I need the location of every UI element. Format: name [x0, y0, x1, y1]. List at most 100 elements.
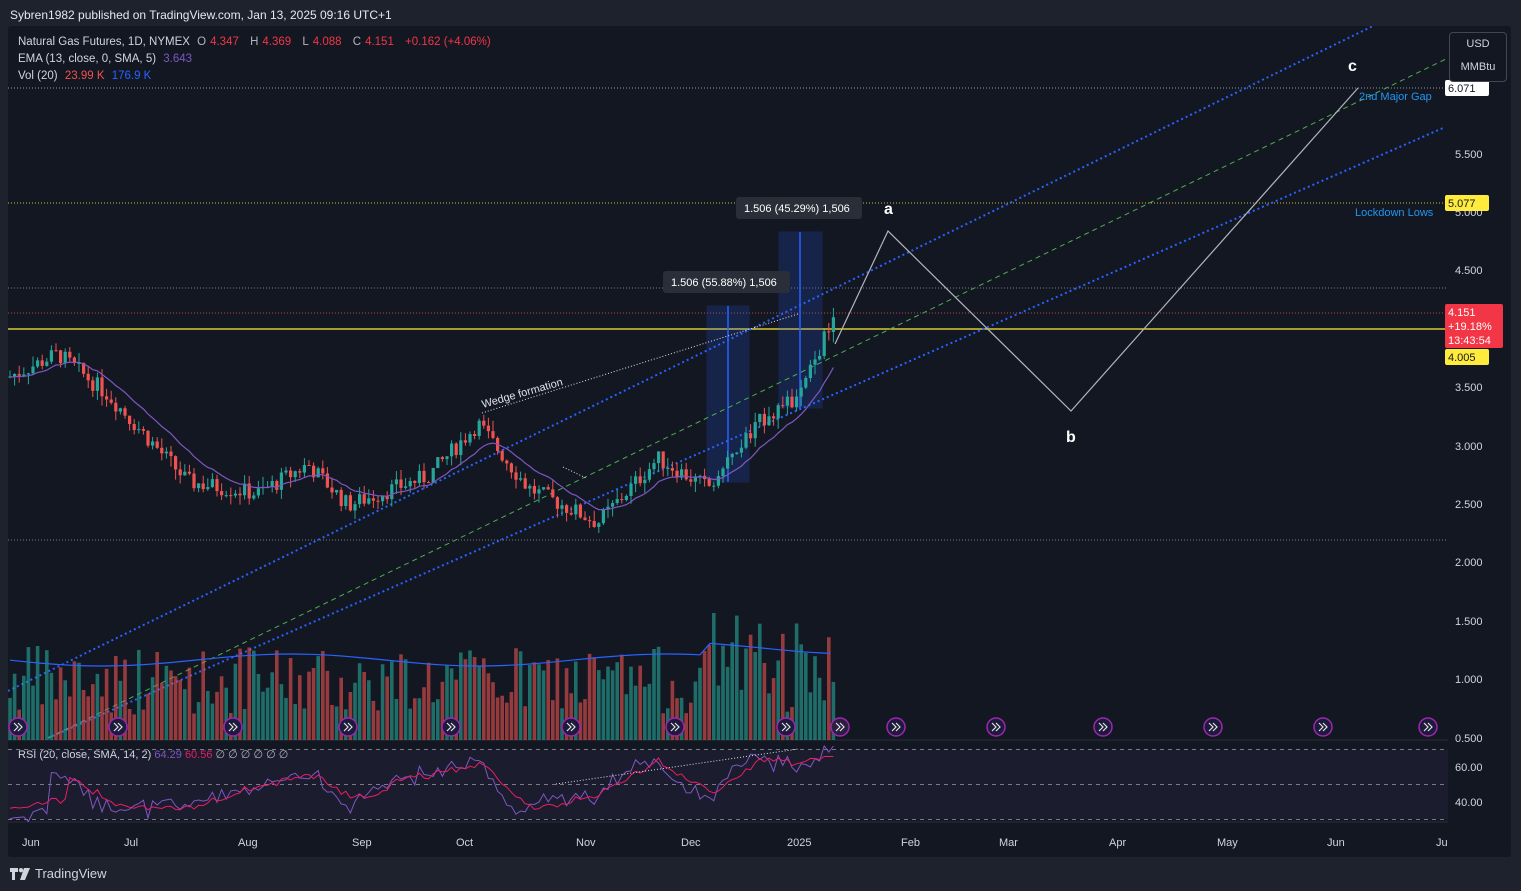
volume-bar [169, 670, 173, 740]
volume-bar [77, 662, 81, 740]
candle-body [164, 451, 168, 454]
volume-bar [739, 689, 744, 740]
candle-body [555, 497, 559, 509]
currency-label[interactable]: USD [1466, 38, 1490, 50]
candle-body [325, 473, 329, 488]
candle-body [284, 470, 288, 473]
chart-area[interactable]: 5.500 5.000 4.500 3.500 3.000 2.500 2.000 1.500… [8, 26, 1511, 857]
volume-bar [173, 676, 178, 740]
wedge-label: Wedge formation [481, 376, 565, 411]
time-axis-label: Sep [352, 837, 372, 849]
arrow-icon [670, 722, 680, 732]
tradingview-logo[interactable]: TradingView [10, 866, 107, 881]
wedge-line [481, 313, 799, 414]
candle-body [367, 498, 371, 504]
volume-bar [334, 706, 339, 740]
candle-body [818, 356, 822, 360]
session-event-icon[interactable] [223, 717, 243, 737]
price-chart[interactable]: 5.5005.0004.5003.5003.0002.5002.0001.500… [8, 26, 1511, 857]
volume-bar [610, 670, 615, 740]
candle-body [72, 357, 76, 363]
session-event-icon[interactable] [441, 717, 461, 737]
candle-body [45, 361, 49, 366]
time-axis-label: Oct [456, 837, 473, 849]
volume-bar [583, 699, 587, 740]
volume-bar [298, 675, 302, 740]
rsi-label[interactable]: RSI (20, close, SMA, 14, 2) [18, 749, 152, 761]
session-event-icon[interactable] [561, 717, 581, 737]
candle-body [238, 493, 242, 496]
volume-bar [127, 708, 132, 740]
candle-body [716, 476, 720, 486]
session-event-icon[interactable] [986, 717, 1006, 737]
candle-body [532, 485, 536, 494]
price-axis-label: 0.500 [1455, 733, 1483, 745]
volume-bar [238, 648, 242, 740]
candle-body [620, 499, 624, 501]
session-event-icon[interactable] [338, 717, 358, 737]
candle-body [413, 480, 417, 483]
volume-bar [652, 648, 656, 740]
volume-bar [730, 642, 734, 740]
symbol-title[interactable]: Natural Gas Futures, 1D, NYMEX [18, 36, 190, 48]
candle-body [785, 396, 789, 406]
session-event-icon[interactable] [1093, 717, 1113, 737]
wave-projection-line [834, 87, 1359, 412]
volume-bar [270, 672, 274, 740]
annotations: 2nd Major Gap Lockdown Lows 1.506 (45.29%)… [481, 58, 1434, 446]
arrow-icon [835, 722, 845, 732]
session-event-icon[interactable] [1203, 717, 1223, 737]
arrow-icon [228, 722, 238, 732]
candle-body [151, 441, 155, 446]
candle-body [353, 504, 357, 511]
volume-bar [275, 650, 279, 740]
session-event-icon[interactable] [1418, 717, 1438, 737]
volume-bar [12, 673, 17, 740]
volume-bar [624, 694, 629, 740]
volume-bar [22, 675, 26, 740]
ema-label[interactable]: EMA (13, close, 0, SMA, 5) [18, 53, 157, 65]
time-axis-label: Apr [1109, 837, 1126, 849]
candle-body [707, 479, 711, 486]
session-event-icon[interactable] [886, 717, 906, 737]
volume-bar [781, 633, 785, 740]
volume-bar [201, 651, 205, 740]
session-event-icon[interactable] [665, 717, 685, 737]
candle-body [394, 479, 398, 485]
volume-bar [394, 698, 399, 740]
volume-label[interactable]: Vol (20) [18, 70, 58, 82]
candle-body [721, 468, 725, 477]
wave-label-a: a [884, 201, 893, 218]
candle-body [17, 373, 21, 376]
session-event-icon[interactable] [8, 717, 28, 737]
volume-bar [288, 657, 293, 740]
volume-bar [123, 659, 127, 740]
volume-bar [495, 697, 500, 740]
volume-bar [477, 665, 481, 740]
candle-body [293, 471, 297, 478]
candle-body [450, 443, 454, 457]
session-event-icon[interactable] [108, 717, 128, 737]
candle-body [77, 362, 81, 364]
dividend-event-icon[interactable] [830, 717, 850, 737]
price-badge-4005-bg [1445, 349, 1489, 365]
volume-bar [242, 708, 247, 740]
volume-bar [206, 690, 210, 740]
volume-bar [8, 697, 12, 740]
arrow-icon [566, 722, 576, 732]
candle-body [312, 465, 316, 478]
unit-label[interactable]: MMBtu [1460, 61, 1496, 73]
rsi-axis-label: 60.00 [1455, 762, 1483, 774]
volume-bar [670, 680, 675, 740]
session-event-icon[interactable] [776, 717, 796, 737]
session-event-icon[interactable] [1313, 717, 1333, 737]
currency-unit-selector[interactable]: USD MMBtu [1449, 32, 1507, 82]
time-axis-label: Mar [999, 837, 1018, 849]
volume-bar [436, 699, 440, 740]
time-axis-label: Dec [681, 837, 701, 849]
rsi-na-values: ∅ ∅ ∅ ∅ ∅ ∅ [215, 749, 289, 761]
lockdown-label: Lockdown Lows [1355, 207, 1434, 219]
volume-bar [454, 679, 458, 740]
candle-body [643, 479, 647, 484]
arrow-icon [891, 722, 901, 732]
